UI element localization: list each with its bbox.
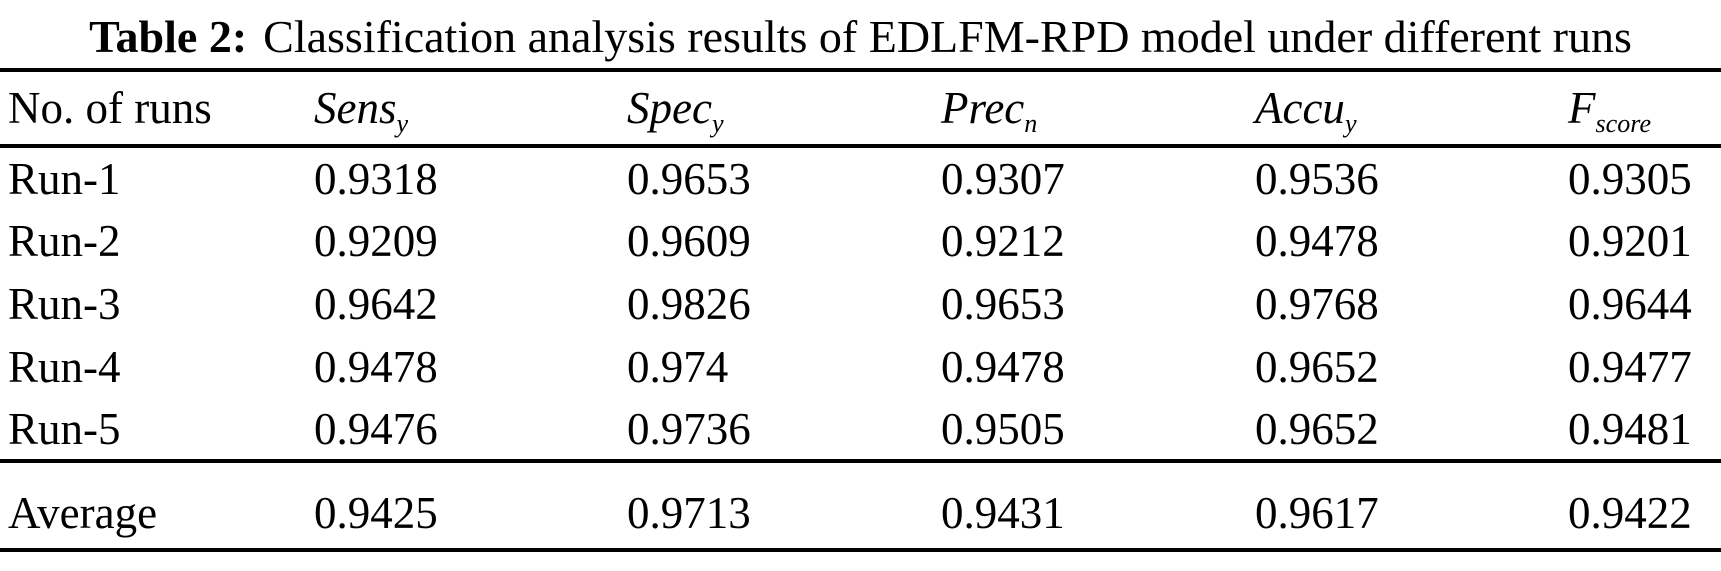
- row-label: Run-5: [8, 403, 121, 454]
- cell-value: 0.9478: [941, 341, 1065, 392]
- table-row-run-1: Run-1 0.9318 0.9653 0.9307 0.9536 0.9305: [0, 146, 1721, 209]
- column-header-specificity: Specy: [627, 83, 724, 139]
- cell-value: 0.9713: [627, 487, 751, 538]
- cell-value: 0.9536: [1255, 153, 1379, 204]
- table-row-run-5: Run-5 0.9476 0.9736 0.9505 0.9652 0.9481: [0, 398, 1721, 461]
- table-row-run-4: Run-4 0.9478 0.974 0.9478 0.9652 0.9477: [0, 335, 1721, 398]
- cell-value: 0.9212: [941, 215, 1065, 266]
- cell-value: 0.9478: [314, 341, 438, 392]
- cell-value: 0.9478: [1255, 215, 1379, 266]
- column-header-fscore: Fscore: [1568, 83, 1652, 139]
- cell-value: 0.9476: [314, 403, 438, 454]
- cell-value: 0.9652: [1255, 403, 1379, 454]
- cell-value: 0.9505: [941, 403, 1065, 454]
- table-row-average: Average 0.9425 0.9713 0.9431 0.9617 0.94…: [0, 461, 1721, 550]
- cell-value: 0.9422: [1568, 487, 1692, 538]
- column-header-sensitivity: Sensy: [314, 83, 409, 139]
- table-caption: Table 2: Classification analysis results …: [0, 6, 1721, 68]
- cell-value: 0.9318: [314, 153, 438, 204]
- cell-value: 0.9736: [627, 403, 751, 454]
- cell-value: 0.9305: [1568, 153, 1692, 204]
- row-label: Run-1: [8, 153, 121, 204]
- cell-value: 0.9642: [314, 278, 438, 329]
- table-row-run-3: Run-3 0.9642 0.9826 0.9653 0.9768 0.9644: [0, 272, 1721, 335]
- cell-value: 0.9425: [314, 487, 438, 538]
- cell-value: 0.9653: [941, 278, 1065, 329]
- row-label: Run-3: [8, 278, 121, 329]
- cell-value: 0.9768: [1255, 278, 1379, 329]
- cell-value: 0.9609: [627, 215, 751, 266]
- cell-value: 0.9477: [1568, 341, 1692, 392]
- cell-value: 0.9431: [941, 487, 1065, 538]
- table-body: Run-1 0.9318 0.9653 0.9307 0.9536 0.9305…: [0, 146, 1721, 461]
- table-row-run-2: Run-2 0.9209 0.9609 0.9212 0.9478 0.9201: [0, 209, 1721, 272]
- cell-value: 0.974: [627, 341, 729, 392]
- row-label: Run-2: [8, 215, 121, 266]
- row-label: Average: [8, 487, 158, 538]
- column-header-runs: No. of runs: [8, 83, 212, 133]
- table-caption-number: Table 2:: [89, 11, 248, 62]
- table-footer-average: Average 0.9425 0.9713 0.9431 0.9617 0.94…: [0, 461, 1721, 550]
- table-header: No. of runs Sensy Specy Precn Accuy Fsco…: [0, 70, 1721, 146]
- cell-value: 0.9481: [1568, 403, 1692, 454]
- cell-value: 0.9826: [627, 278, 751, 329]
- cell-value: 0.9617: [1255, 487, 1379, 538]
- cell-value: 0.9653: [627, 153, 751, 204]
- table-caption-text: Classification analysis results of EDLFM…: [263, 11, 1632, 62]
- column-header-accuracy: Accuy: [1255, 83, 1357, 139]
- cell-value: 0.9644: [1568, 278, 1692, 329]
- cell-value: 0.9209: [314, 215, 438, 266]
- cell-value: 0.9652: [1255, 341, 1379, 392]
- results-table: No. of runs Sensy Specy Precn Accuy Fsco…: [0, 68, 1721, 552]
- cell-value: 0.9307: [941, 153, 1065, 204]
- header-row: No. of runs Sensy Specy Precn Accuy Fsco…: [0, 70, 1721, 146]
- cell-value: 0.9201: [1568, 215, 1692, 266]
- row-label: Run-4: [8, 341, 121, 392]
- column-header-precision: Precn: [941, 83, 1038, 139]
